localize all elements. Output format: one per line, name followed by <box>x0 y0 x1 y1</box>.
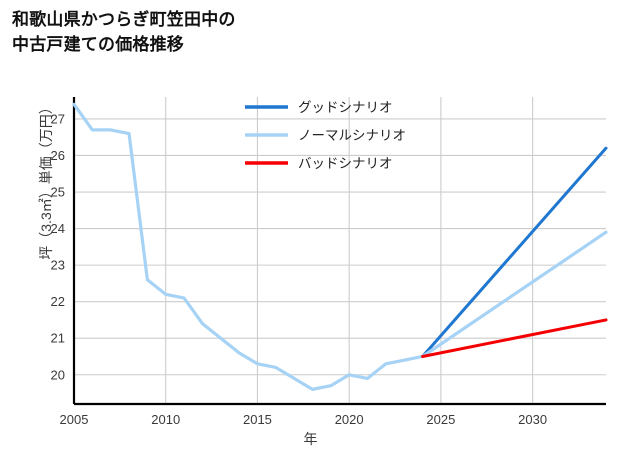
svg-text:2025: 2025 <box>426 412 455 427</box>
series-line-1 <box>421 146 608 358</box>
svg-text:2005: 2005 <box>60 412 89 427</box>
gridlines <box>73 97 606 404</box>
svg-text:21: 21 <box>51 331 65 346</box>
svg-text:23: 23 <box>51 258 65 273</box>
page-title: 和歌山県かつらぎ町笠田中の 中古戸建ての価格推移 <box>12 10 236 54</box>
svg-text:20: 20 <box>51 367 65 382</box>
svg-text:22: 22 <box>51 294 65 309</box>
svg-text:2015: 2015 <box>243 412 272 427</box>
svg-text:2020: 2020 <box>335 412 364 427</box>
series-line-0 <box>72 102 425 391</box>
legend-label-1: ノーマルシナリオ <box>298 128 406 143</box>
x-axis-label: 年 <box>303 431 318 447</box>
axis-spines <box>72 97 606 406</box>
svg-text:2010: 2010 <box>151 412 180 427</box>
series-line-2 <box>420 230 608 359</box>
y-axis-ticks: 20 21 22 23 24 25 26 27 <box>51 111 65 382</box>
data-series <box>72 102 608 391</box>
x-axis-ticks: 2005 2010 2015 2020 2025 2030 <box>60 412 548 427</box>
svg-text:25: 25 <box>51 185 65 200</box>
svg-text:27: 27 <box>51 111 65 126</box>
series-line-3 <box>421 318 608 358</box>
svg-text:26: 26 <box>51 148 65 163</box>
svg-text:24: 24 <box>51 221 65 236</box>
legend-label-0: グッドシナリオ <box>298 100 393 115</box>
legend-label-2: バッドシナリオ <box>298 156 393 171</box>
svg-text:2030: 2030 <box>518 412 547 427</box>
